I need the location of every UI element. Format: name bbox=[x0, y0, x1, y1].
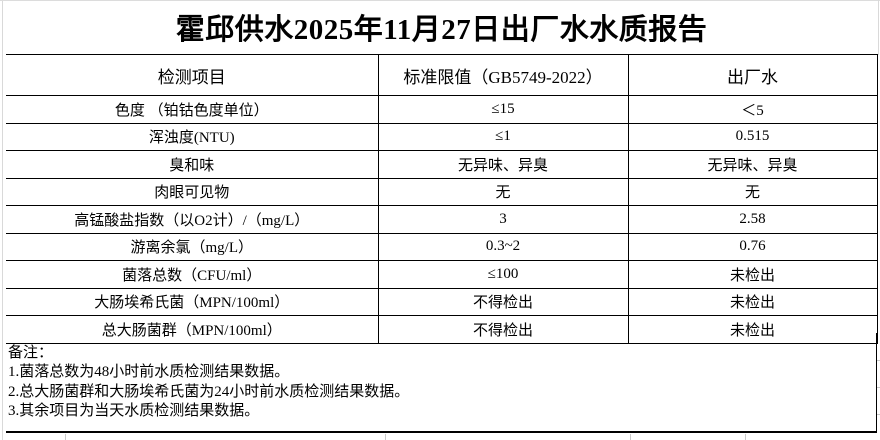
result-cell: 2.58 bbox=[627, 205, 878, 234]
gridline-right bbox=[878, 0, 879, 55]
standard-limit-cell: 0.3~2 bbox=[377, 232, 629, 261]
gridline-tick bbox=[877, 360, 880, 361]
column-header-result: 出厂水 bbox=[627, 54, 878, 96]
note-line: 1.菌落总数为48小时前水质检测结果数据。 bbox=[8, 364, 290, 380]
gridline-top bbox=[0, 0, 880, 1]
item-name-cell: 游离余氯（mg/L） bbox=[6, 232, 379, 261]
standard-limit-cell: ≤100 bbox=[377, 260, 629, 289]
item-name-cell: 总大肠菌群（MPN/100ml） bbox=[6, 315, 379, 344]
column-header-item: 检测项目 bbox=[6, 54, 379, 96]
result-cell: 未检出 bbox=[627, 315, 878, 344]
note-line: 2.总大肠菌群和大肠埃希氏菌为24小时前水质检测结果数据。 bbox=[8, 383, 410, 400]
item-name-cell: 色度 （铂钴色度单位） bbox=[6, 95, 379, 124]
standard-limit-cell: 不得检出 bbox=[377, 315, 629, 344]
result-cell: 无异味、异臭 bbox=[627, 150, 878, 179]
table-row: 肉眼可见物 无 无 bbox=[6, 177, 878, 206]
gridline-tick bbox=[877, 387, 880, 388]
result-cell: ＜5 bbox=[627, 95, 878, 124]
table-row: 菌落总数（CFU/ml） ≤100 未检出 bbox=[6, 260, 878, 289]
item-name-cell: 肉眼可见物 bbox=[6, 177, 379, 206]
header-row: 检测项目 标准限值（GB5749-2022） 出厂水 bbox=[6, 54, 878, 96]
result-cell: 0.515 bbox=[627, 122, 878, 151]
table-row: 大肠埃希氏菌（MPN/100ml） 不得检出 未检出 bbox=[6, 287, 878, 316]
table-row: 臭和味 无异味、异臭 无异味、异臭 bbox=[6, 150, 878, 179]
column-header-standard: 标准限值（GB5749-2022） bbox=[377, 54, 629, 96]
gridline-tick bbox=[630, 434, 631, 440]
result-cell: 未检出 bbox=[627, 287, 878, 316]
notes-title: 备注： bbox=[8, 344, 54, 361]
result-cell: 0.76 bbox=[627, 232, 878, 261]
gridline-tick bbox=[877, 414, 880, 415]
notes-section: 备注： 1.菌落总数为48小时前水质检测结果数据。 2.总大肠菌群和大肠埃希氏菌… bbox=[6, 332, 877, 433]
item-name-cell: 大肠埃希氏菌（MPN/100ml） bbox=[6, 287, 379, 316]
item-name-cell: 臭和味 bbox=[6, 150, 379, 179]
standard-limit-cell: ≤15 bbox=[377, 95, 629, 124]
item-name-cell: 浑浊度(NTU) bbox=[6, 122, 379, 151]
standard-limit-cell: 无异味、异臭 bbox=[377, 150, 629, 179]
gridline-left bbox=[2, 0, 3, 440]
table-row: 游离余氯（mg/L） 0.3~2 0.76 bbox=[6, 232, 878, 261]
table-row: 色度 （铂钴色度单位） ≤15 ＜5 bbox=[6, 95, 878, 124]
table-row: 浑浊度(NTU) ≤1 0.515 bbox=[6, 122, 878, 151]
standard-limit-cell: 无 bbox=[377, 177, 629, 206]
item-name-cell: 菌落总数（CFU/ml） bbox=[6, 260, 379, 289]
item-name-cell: 高锰酸盐指数（以O2计）/（mg/L） bbox=[6, 205, 379, 234]
result-cell: 未检出 bbox=[627, 260, 878, 289]
water-quality-table: 检测项目 标准限值（GB5749-2022） 出厂水 色度 （铂钴色度单位） ≤… bbox=[6, 54, 878, 344]
table-row: 总大肠菌群（MPN/100ml） 不得检出 未检出 bbox=[6, 315, 878, 344]
table-row: 高锰酸盐指数（以O2计）/（mg/L） 3 2.58 bbox=[6, 205, 878, 234]
standard-limit-cell: 3 bbox=[377, 205, 629, 234]
gridline-tick bbox=[385, 434, 386, 440]
report-title: 霍邱供水2025年11月27日出厂水水质报告 bbox=[175, 14, 708, 46]
standard-limit-cell: ≤1 bbox=[377, 122, 629, 151]
gridline-tick bbox=[65, 434, 66, 440]
gridline-tick bbox=[745, 434, 746, 440]
note-line: 3.其余项目为当天水质检测结果数据。 bbox=[8, 403, 260, 419]
standard-limit-cell: 不得检出 bbox=[377, 287, 629, 316]
result-cell: 无 bbox=[627, 177, 878, 206]
